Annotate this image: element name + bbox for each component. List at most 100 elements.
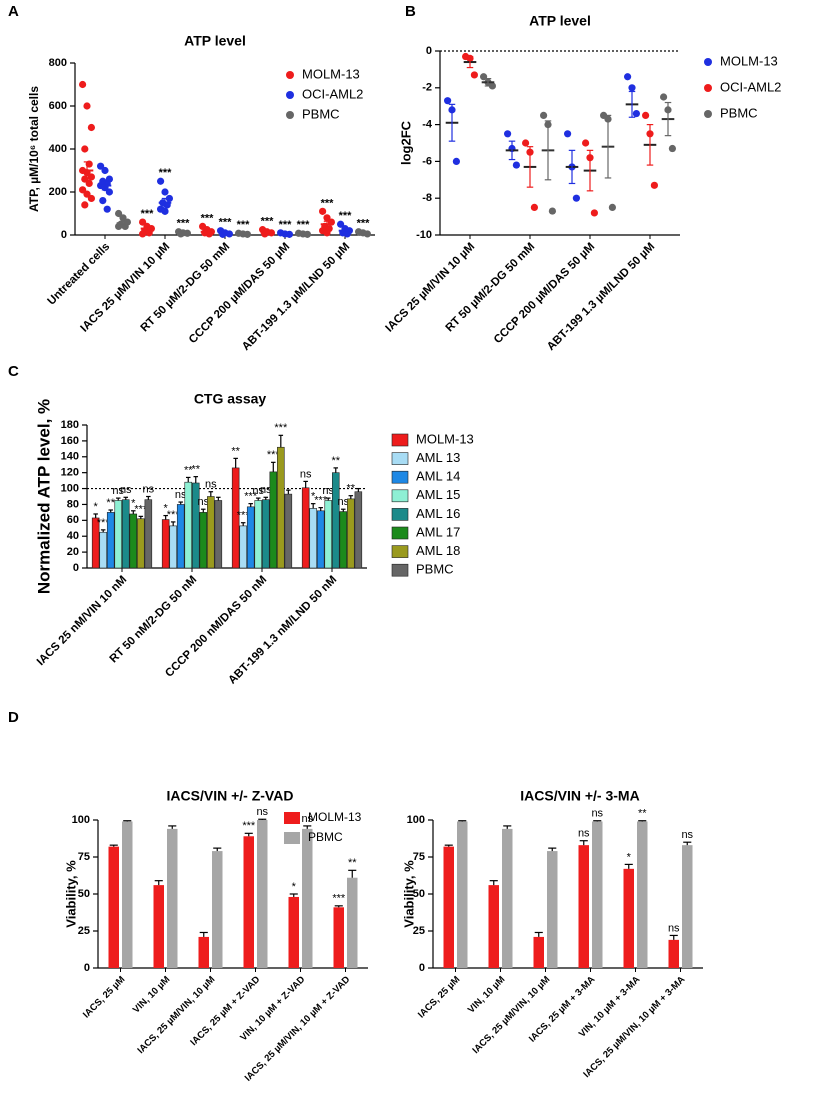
y-tick-label: -4 (422, 119, 433, 131)
legend-marker (286, 71, 294, 79)
y-tick-label: 50 (78, 888, 90, 900)
data-point (139, 218, 147, 226)
x-tick-label: Untreated cells (45, 241, 112, 308)
y-tick-label: 180 (61, 419, 79, 431)
data-point (161, 188, 169, 196)
bar (239, 525, 247, 569)
data-point (337, 220, 345, 228)
data-point (582, 139, 590, 147)
data-point (323, 214, 331, 222)
legend-label: MOLM-13 (302, 66, 360, 81)
x-tick-label: IACS, 25 µM (416, 974, 462, 1020)
y-tick-label: 160 (61, 435, 79, 447)
significance-label: *** (201, 212, 215, 224)
y-tick-label: 25 (413, 925, 425, 937)
legend-swatch (391, 545, 409, 558)
y-tick-label: 100 (61, 482, 79, 494)
chart-title: IACS/VIN +/- 3-MA (520, 788, 639, 804)
bar (578, 845, 589, 968)
bar (277, 446, 285, 569)
significance-label: ns (668, 922, 680, 934)
bar (161, 519, 170, 569)
x-tick-label: ABT-199 1.3 µM/LND 50 µM (240, 241, 352, 353)
bar (122, 821, 133, 968)
bar (284, 493, 293, 569)
bar (347, 877, 358, 968)
data-point (101, 166, 109, 175)
bar (302, 828, 313, 968)
data-point (564, 130, 572, 138)
y-tick-label: 20 (67, 546, 79, 558)
significance-label: *** (242, 820, 256, 832)
legend-swatch (284, 812, 300, 824)
significance-label: *** (244, 491, 258, 503)
x-tick-label: IACS, 25 µM/VIN, 10 µM + 3-MA (581, 974, 687, 1080)
y-tick-label: 40 (67, 530, 79, 542)
significance-label: ** (347, 483, 356, 495)
bar (623, 868, 634, 968)
bar (533, 936, 544, 968)
significance-label: *** (237, 219, 251, 231)
bar (288, 896, 299, 968)
x-tick-label: VIN, 10 µM (131, 974, 173, 1016)
significance-label: *** (279, 219, 293, 231)
significance-label: ns (681, 829, 693, 841)
data-point (81, 201, 89, 209)
legend-label: AML 16 (416, 506, 460, 521)
significance-label: ns (591, 808, 603, 820)
significance-label: ns (143, 483, 155, 495)
data-point (139, 230, 147, 238)
legend-swatch (391, 526, 409, 540)
y-axis-label: ATP, µM/10⁶ total cells (27, 86, 41, 212)
legend-swatch (391, 563, 409, 577)
legend-marker (704, 58, 712, 66)
significance-label: *** (267, 449, 281, 461)
y-tick-label: -6 (422, 155, 432, 167)
significance-label: * (131, 498, 136, 510)
significance-label: *** (321, 197, 335, 209)
bar (114, 500, 123, 569)
legend-swatch (391, 452, 409, 465)
x-tick-label: CCCP 200 µM/DAS 50 µM (187, 241, 292, 346)
data-point (319, 207, 327, 215)
data-point (590, 209, 599, 217)
bar (547, 851, 558, 968)
legend-marker (704, 110, 712, 118)
data-point (165, 194, 173, 203)
significance-label: *** (237, 510, 251, 522)
significance-label: ** (231, 445, 240, 457)
legend-label: PBMC (302, 106, 340, 121)
significance-label: *** (274, 422, 288, 434)
bar (137, 518, 145, 569)
significance-label: *** (219, 217, 233, 229)
bar (301, 487, 310, 569)
data-point (632, 109, 641, 118)
data-point (157, 177, 165, 185)
y-tick-label: 400 (49, 143, 67, 155)
significance-label: ns (301, 813, 313, 825)
significance-label: ns (175, 489, 187, 501)
bar (261, 499, 270, 569)
significance-label: *** (141, 208, 155, 220)
bar (309, 508, 317, 569)
data-point (642, 111, 650, 119)
data-point (99, 197, 107, 205)
y-tick-label: 600 (49, 100, 67, 112)
significance-label: ns (205, 479, 217, 491)
y-tick-label: 0 (73, 562, 79, 574)
data-point (572, 194, 581, 202)
data-point (530, 203, 539, 211)
legend-swatch (391, 470, 409, 484)
legend-swatch (391, 433, 409, 447)
bar (243, 836, 254, 968)
y-tick-label: 140 (61, 451, 79, 463)
bar (488, 885, 499, 968)
bar (257, 820, 268, 968)
bar (668, 939, 679, 968)
significance-label: ns (578, 828, 590, 840)
bar (246, 506, 255, 569)
significance-label: ** (184, 464, 193, 476)
significance-label: *** (339, 210, 353, 222)
panel-letter: B (405, 3, 416, 20)
